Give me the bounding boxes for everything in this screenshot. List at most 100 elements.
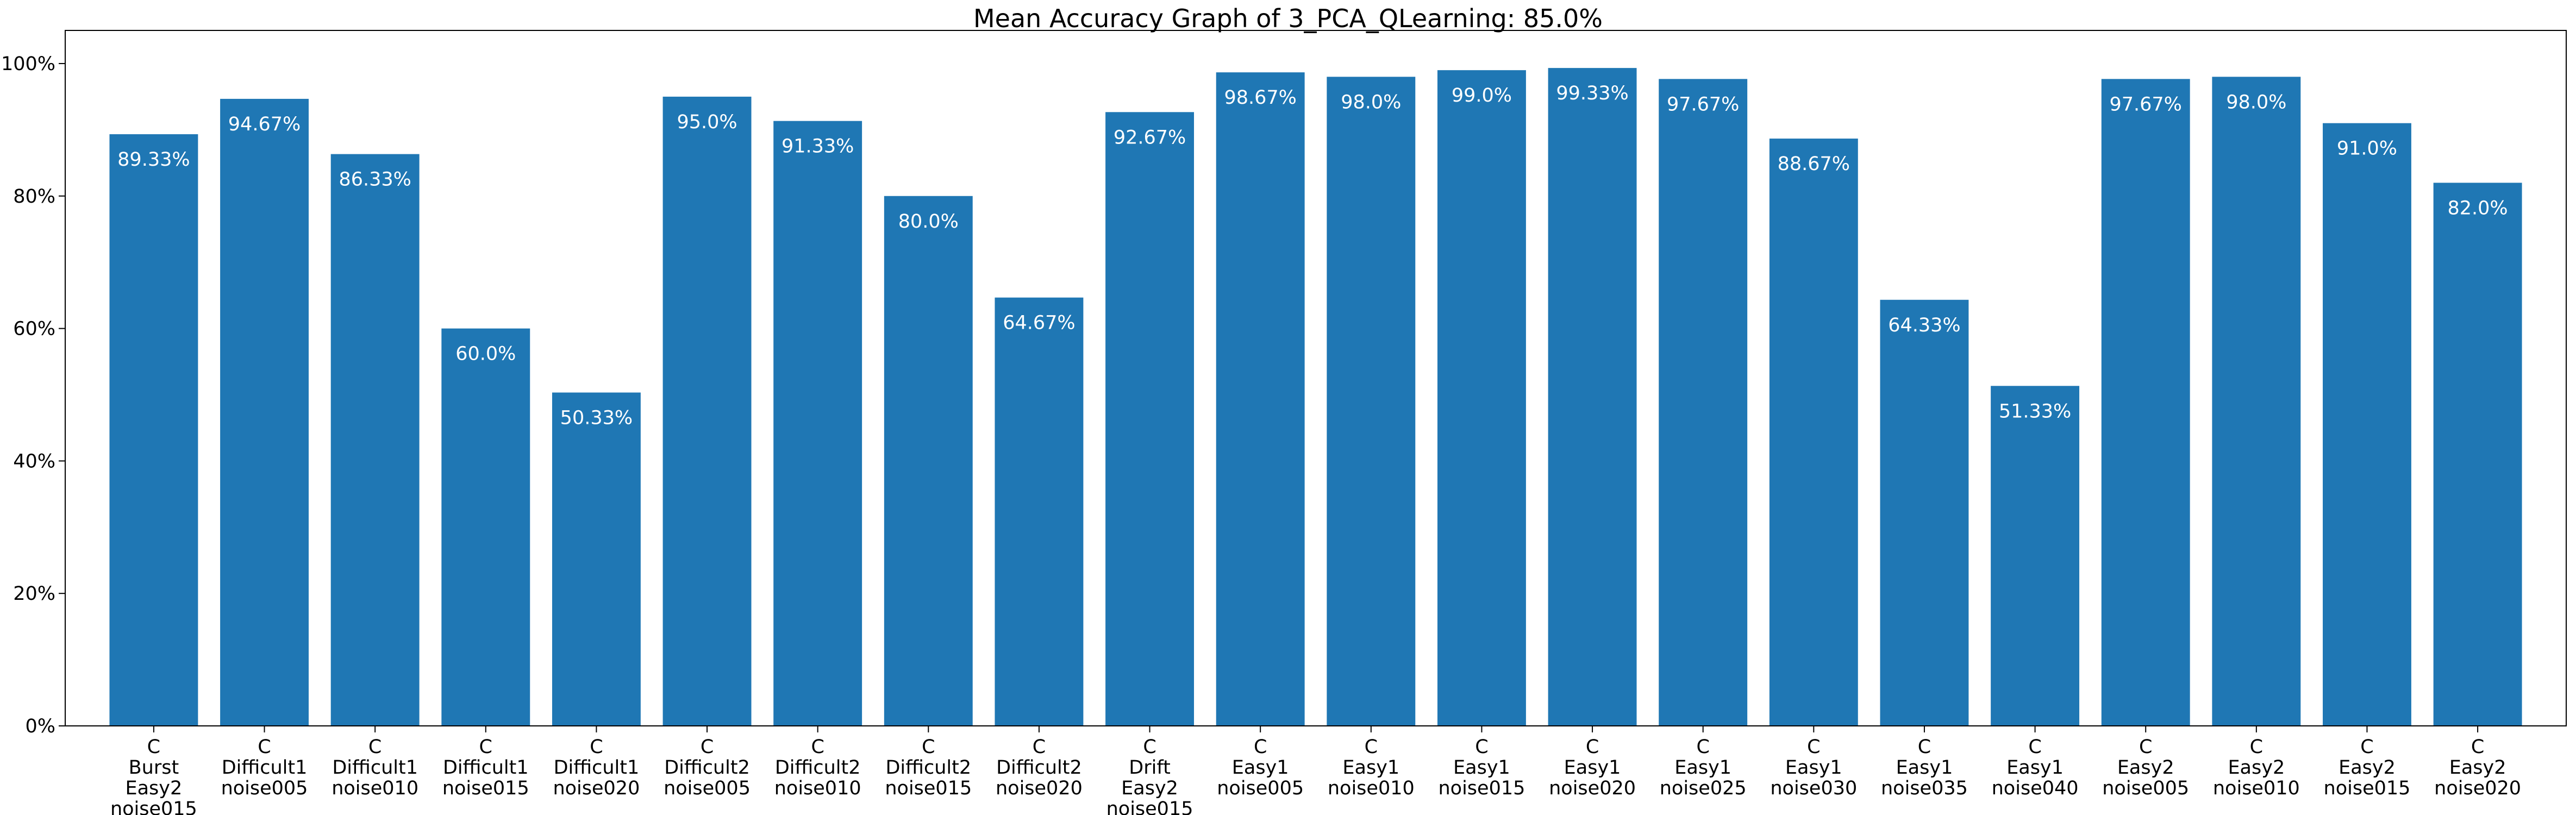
x-tick-label: Easy2	[2228, 757, 2285, 779]
bar-value-label: 98.67%	[1224, 87, 1296, 109]
bar	[109, 134, 198, 726]
bar	[1437, 70, 1526, 726]
x-tick-label: Easy1	[2006, 757, 2064, 779]
bar-value-label: 51.33%	[1999, 400, 2071, 422]
bar-value-label: 97.67%	[2109, 93, 2181, 115]
x-tick-label: C	[1696, 736, 1709, 758]
x-tick-label: Burst	[129, 757, 179, 779]
chart-title: Mean Accuracy Graph of 3_PCA_QLearning: …	[973, 4, 1603, 33]
x-tick-label: C	[1033, 736, 1046, 758]
bar	[1769, 139, 1858, 726]
x-tick-label: C	[1254, 736, 1267, 758]
bar-value-label: 92.67%	[1114, 127, 1186, 148]
x-tick-label: noise005	[1217, 778, 1304, 799]
x-tick-label: C	[2360, 736, 2373, 758]
bar	[995, 297, 1084, 726]
x-tick-label: noise020	[553, 778, 640, 799]
x-tick-label: Difficult1	[554, 757, 640, 779]
y-tick-label: 80%	[13, 186, 55, 208]
x-tick-label: noise010	[2213, 778, 2300, 799]
x-tick-label: C	[147, 736, 160, 758]
x-tick-label: noise025	[1660, 778, 1747, 799]
x-tick-label: Difficult1	[332, 757, 418, 779]
x-tick-label: noise005	[664, 778, 751, 799]
x-tick-label: noise015	[1438, 778, 1525, 799]
bar-value-label: 88.67%	[1778, 153, 1850, 175]
x-tick-label: C	[1918, 736, 1931, 758]
x-tick-label: Easy2	[2449, 757, 2506, 779]
x-tick-label: Easy1	[1342, 757, 1399, 779]
x-tick-label: noise035	[1881, 778, 1968, 799]
bar-value-label: 94.67%	[228, 114, 301, 135]
x-tick-label: Difficult2	[996, 757, 1082, 779]
bar	[2212, 77, 2301, 726]
bar-value-label: 95.0%	[677, 111, 737, 133]
bar	[1659, 79, 1748, 726]
bar-value-label: 89.33%	[117, 149, 190, 171]
bar	[1991, 386, 2080, 726]
x-tick-label: Easy1	[1896, 757, 1953, 779]
x-tick-label: Easy1	[1564, 757, 1621, 779]
x-tick-label: noise015	[442, 778, 529, 799]
x-tick-label: C	[2139, 736, 2152, 758]
x-tick-label: C	[922, 736, 935, 758]
x-tick-label: noise015	[885, 778, 972, 799]
bar-value-label: 86.33%	[339, 169, 411, 191]
bar-value-label: 64.67%	[1003, 312, 1075, 334]
bars-group: 89.33% 94.67% 86.33% 60.0% 50.33% 95.0% 91.33%…	[109, 68, 2522, 726]
bar-value-label: 98.0%	[2226, 91, 2286, 113]
x-tick-label: noise005	[221, 778, 308, 799]
y-tick-label: 60%	[13, 318, 55, 340]
x-tick-label: Difficult1	[222, 757, 308, 779]
bar-value-label: 80.0%	[898, 211, 959, 233]
x-tick-label: C	[479, 736, 492, 758]
x-tick-label: C	[1586, 736, 1599, 758]
x-tick-label: C	[590, 736, 603, 758]
x-tick-label: C	[2471, 736, 2484, 758]
bar	[2323, 123, 2411, 726]
y-tick-label: 40%	[13, 450, 55, 472]
x-tick-label: Difficult2	[664, 757, 750, 779]
x-tick-label: noise015	[1106, 798, 1193, 815]
x-tick-label: C	[368, 736, 382, 758]
bar	[2433, 183, 2522, 726]
bar-value-label: 99.0%	[1452, 85, 1512, 106]
x-tick-label: noise015	[2324, 778, 2411, 799]
x-tick-label: Difficult1	[443, 757, 529, 779]
x-tick-label: Drift	[1129, 757, 1171, 779]
x-tick-label: noise010	[332, 778, 418, 799]
bar	[441, 328, 530, 726]
x-tick-label: C	[1475, 736, 1488, 758]
x-tick-label: Easy1	[1232, 757, 1289, 779]
bar	[330, 154, 420, 726]
x-tick-label: Difficult2	[885, 757, 971, 779]
x-tick-label: noise010	[774, 778, 861, 799]
bar-value-label: 97.67%	[1667, 93, 1739, 115]
x-tick-label: noise040	[1992, 778, 2079, 799]
x-tick-label: C	[258, 736, 271, 758]
y-tick-label: 100%	[1, 53, 55, 75]
x-tick-label: noise015	[110, 798, 197, 815]
bar-value-label: 91.0%	[2337, 138, 2397, 160]
x-tick-label: Easy2	[2117, 757, 2174, 779]
x-tick-label: noise020	[996, 778, 1083, 799]
x-axis: CBurstEasy2noise015CDifficult1noise005CD…	[110, 726, 2521, 815]
bar	[220, 98, 309, 726]
x-tick-label: Easy1	[1453, 757, 1510, 779]
bar	[1105, 112, 1195, 726]
bar	[2101, 79, 2190, 726]
bar-value-label: 82.0%	[2448, 197, 2508, 219]
bar	[662, 96, 752, 726]
bar-value-label: 98.0%	[1341, 91, 1401, 113]
bar	[1327, 77, 1416, 726]
x-tick-label: Easy1	[1674, 757, 1731, 779]
x-tick-label: C	[2250, 736, 2263, 758]
y-tick-label: 20%	[13, 583, 55, 605]
x-tick-label: noise030	[1770, 778, 1857, 799]
bar-value-label: 50.33%	[560, 407, 633, 429]
bar-value-label: 99.33%	[1556, 83, 1628, 104]
y-tick-label: 0%	[25, 716, 55, 737]
y-axis: 0% 20% 40% 60% 80% 100%	[1, 53, 65, 737]
x-tick-label: noise020	[1549, 778, 1636, 799]
